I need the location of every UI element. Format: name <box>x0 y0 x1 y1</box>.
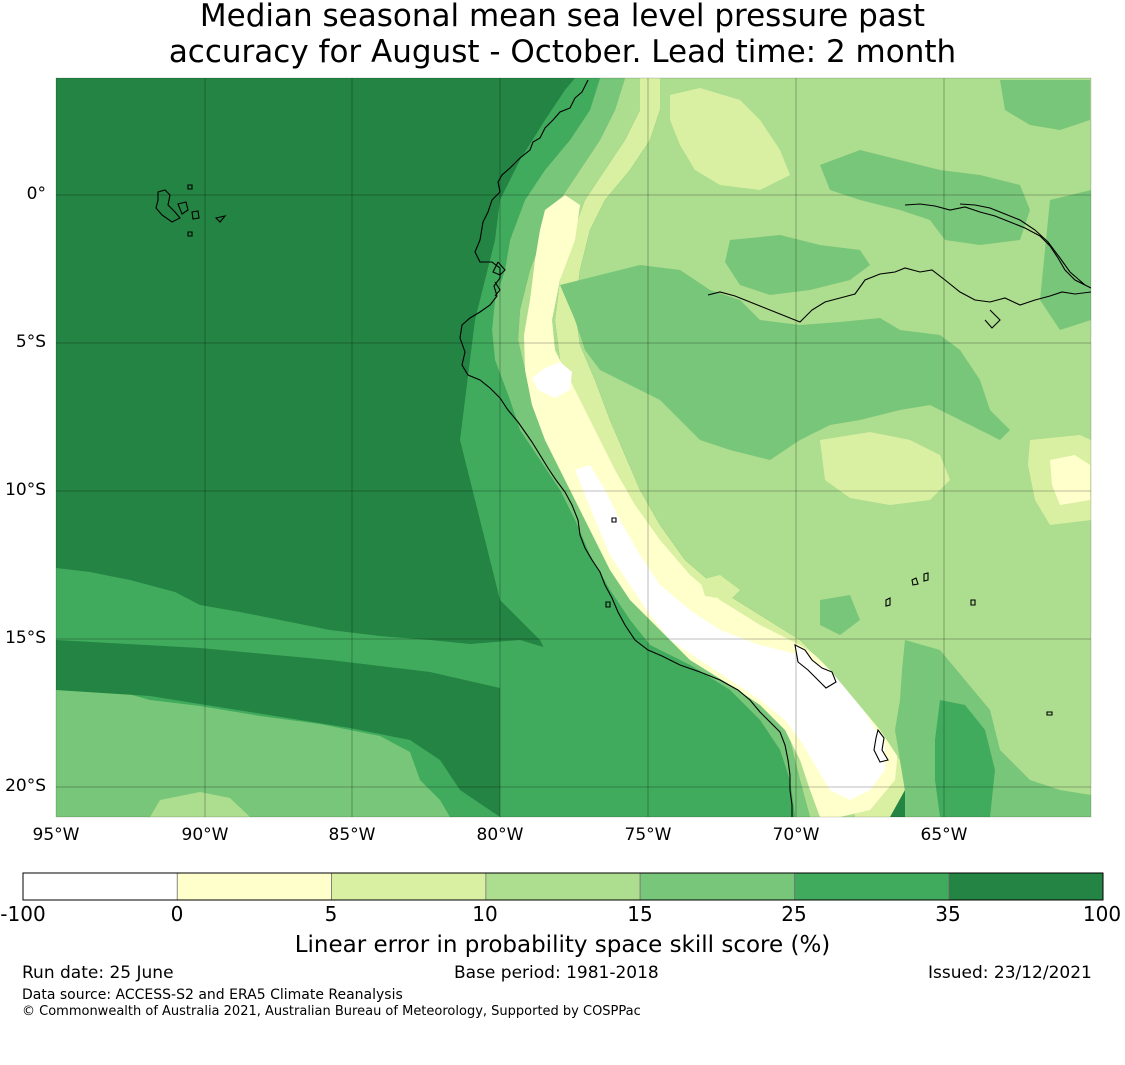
colorbar-segment <box>639 872 795 901</box>
colorbar-tick-label: -100 <box>0 902 46 926</box>
colorbar-frame <box>22 872 1104 901</box>
colorbar-tick-label: 0 <box>170 902 184 926</box>
skill-region-25-35-south <box>935 700 995 817</box>
galapagos-island-6 <box>187 231 193 237</box>
skill-region-35-100-central <box>56 640 500 817</box>
lake-poopo <box>873 728 889 763</box>
colorbar-segment <box>176 872 332 901</box>
title-line-1: Median seasonal mean sea level pressure … <box>199 0 926 34</box>
skill-region-below-0-a <box>532 362 572 398</box>
lat-label-0: 0° <box>26 184 46 204</box>
lon-label-95w: 95°W <box>32 825 80 845</box>
river-amazon-branch <box>984 309 1001 329</box>
colorbar-segment <box>794 872 950 901</box>
skill-region-15-25-patch <box>820 595 860 635</box>
skill-region-15-25-coast <box>492 78 810 817</box>
lon-label-80w: 80°W <box>476 825 524 845</box>
lon-label-90w: 90°W <box>181 825 229 845</box>
lon-label-75w: 75°W <box>624 825 672 845</box>
colorbar-tick-label: 10 <box>472 902 498 926</box>
skill-field <box>56 78 1091 817</box>
skill-region-below-0-b <box>575 465 885 800</box>
lake-small-3 <box>885 597 891 607</box>
colorbar-segment <box>331 872 487 901</box>
skill-region-25-35-coast <box>460 78 795 817</box>
lake-small-4 <box>970 599 976 606</box>
lat-label-20s: 20°S <box>5 776 46 796</box>
title-line-2: accuracy for August - October. Lead time… <box>168 34 957 70</box>
colorbar-tick-label: 25 <box>781 902 807 926</box>
lake-titicaca <box>794 644 837 689</box>
skill-region-0-5-east <box>1050 455 1090 505</box>
island-peru-2 <box>605 601 611 608</box>
skill-region-15-25-southwest <box>56 686 450 817</box>
skill-region-5-10-north <box>670 88 790 190</box>
colorbar-tick-label: 15 <box>627 902 653 926</box>
lon-label-65w: 65°W <box>920 825 968 845</box>
base-period: Base period: 1981-2018 <box>454 963 659 983</box>
river-amazon <box>707 267 1091 323</box>
lake-small-5 <box>1046 711 1053 716</box>
colorbar-segment <box>948 872 1104 901</box>
lat-label-10s: 10°S <box>5 480 46 500</box>
skill-region-15-25-east-a <box>560 265 1010 460</box>
lon-label-70w: 70°W <box>772 825 820 845</box>
colorbar-tick-label: 5 <box>324 902 338 926</box>
galapagos-island-2 <box>177 201 189 215</box>
lake-small-2 <box>923 572 929 582</box>
copyright: © Commonwealth of Australia 2021, Austra… <box>22 1004 641 1019</box>
galapagos-island-5 <box>187 184 193 190</box>
galapagos-island-4 <box>214 215 227 223</box>
coastline-south-america <box>459 79 793 817</box>
river-amazon-north <box>904 203 1091 289</box>
graticule <box>56 78 1091 817</box>
data-source: Data source: ACCESS-S2 and ERA5 Climate … <box>22 987 403 1003</box>
galapagos-island-1 <box>155 189 181 223</box>
galapagos-island-3 <box>191 210 200 220</box>
skill-region-15-25-east-b <box>725 235 870 295</box>
colorbar-title: Linear error in probability space skill … <box>294 932 831 958</box>
colorbar <box>22 872 1104 901</box>
island-peru-1 <box>611 517 617 523</box>
lon-label-85w: 85°W <box>328 825 376 845</box>
coastline <box>155 79 1091 817</box>
skill-region-10-15-southwest <box>150 792 250 817</box>
lake-small-1 <box>911 577 919 586</box>
colorbar-segment <box>485 872 641 901</box>
skill-region-15-25-east-d <box>1000 80 1090 130</box>
river-amazon-north-2 <box>959 203 1086 286</box>
run-date: Run date: 25 June <box>22 963 174 983</box>
colorbar-tick-label: 100 <box>1082 902 1122 926</box>
skill-region-5-10-mid <box>820 432 950 505</box>
skill-region-5-10-south <box>700 575 740 600</box>
lat-label-5s: 5°S <box>15 332 46 352</box>
colorbar-segment <box>22 872 178 901</box>
map-frame <box>55 77 1092 818</box>
colorbar-tick-label: 35 <box>935 902 961 926</box>
skill-region-15-25-east-c <box>820 150 1030 245</box>
issued-date: Issued: 23/12/2021 <box>928 963 1092 983</box>
coastline-gulf-guayaquil <box>492 261 506 297</box>
lat-label-15s: 15°S <box>5 628 46 648</box>
